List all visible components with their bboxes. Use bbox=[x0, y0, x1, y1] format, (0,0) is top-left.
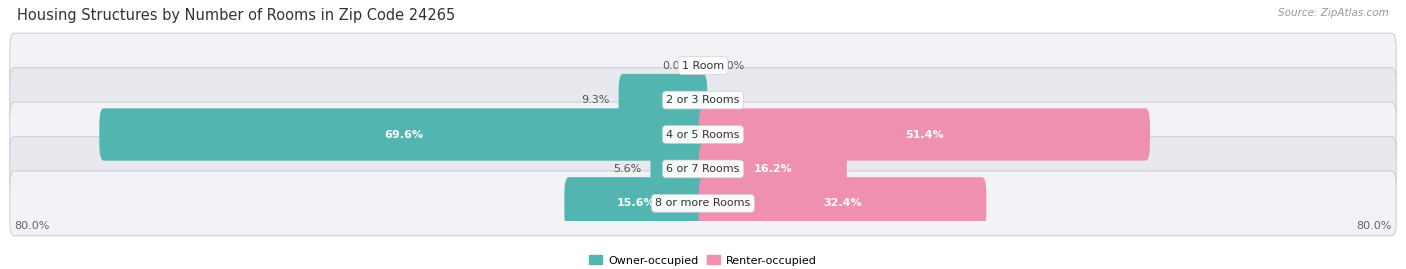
Legend: Owner-occupied, Renter-occupied: Owner-occupied, Renter-occupied bbox=[585, 251, 821, 269]
Text: 69.6%: 69.6% bbox=[384, 129, 423, 140]
FancyBboxPatch shape bbox=[10, 137, 1396, 201]
FancyBboxPatch shape bbox=[651, 143, 707, 195]
Text: 15.6%: 15.6% bbox=[616, 198, 655, 208]
Text: Source: ZipAtlas.com: Source: ZipAtlas.com bbox=[1278, 8, 1389, 18]
Text: 5.6%: 5.6% bbox=[613, 164, 643, 174]
Text: 32.4%: 32.4% bbox=[823, 198, 862, 208]
FancyBboxPatch shape bbox=[699, 108, 1150, 161]
FancyBboxPatch shape bbox=[699, 177, 987, 229]
Text: 4 or 5 Rooms: 4 or 5 Rooms bbox=[666, 129, 740, 140]
Text: 6 or 7 Rooms: 6 or 7 Rooms bbox=[666, 164, 740, 174]
FancyBboxPatch shape bbox=[10, 102, 1396, 167]
Text: 0.0%: 0.0% bbox=[662, 61, 690, 71]
Text: 80.0%: 80.0% bbox=[1357, 221, 1392, 231]
FancyBboxPatch shape bbox=[564, 177, 707, 229]
Text: 51.4%: 51.4% bbox=[905, 129, 943, 140]
Text: 0.0%: 0.0% bbox=[716, 95, 744, 105]
FancyBboxPatch shape bbox=[699, 143, 846, 195]
Text: 2 or 3 Rooms: 2 or 3 Rooms bbox=[666, 95, 740, 105]
Text: 80.0%: 80.0% bbox=[14, 221, 49, 231]
FancyBboxPatch shape bbox=[619, 74, 707, 126]
Text: 9.3%: 9.3% bbox=[582, 95, 610, 105]
Text: Housing Structures by Number of Rooms in Zip Code 24265: Housing Structures by Number of Rooms in… bbox=[17, 8, 456, 23]
FancyBboxPatch shape bbox=[10, 33, 1396, 98]
Text: 8 or more Rooms: 8 or more Rooms bbox=[655, 198, 751, 208]
FancyBboxPatch shape bbox=[10, 68, 1396, 132]
Text: 16.2%: 16.2% bbox=[754, 164, 792, 174]
Text: 0.0%: 0.0% bbox=[716, 61, 744, 71]
FancyBboxPatch shape bbox=[10, 171, 1396, 236]
Text: 1 Room: 1 Room bbox=[682, 61, 724, 71]
FancyBboxPatch shape bbox=[100, 108, 707, 161]
